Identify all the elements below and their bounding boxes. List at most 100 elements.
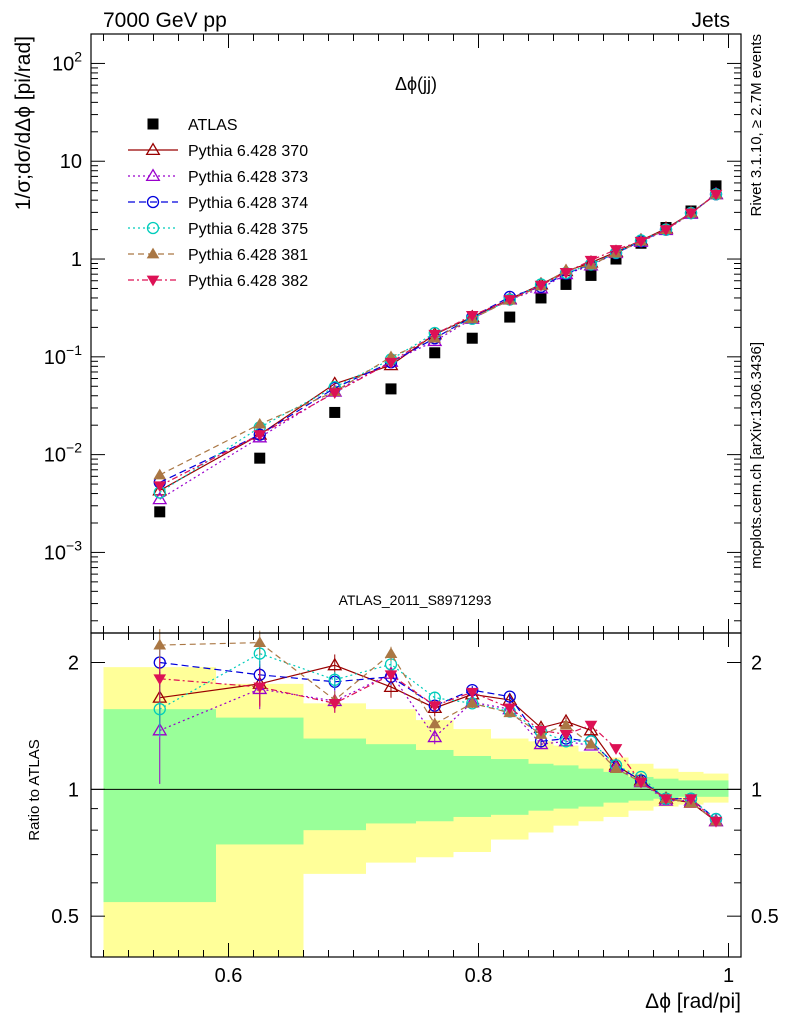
main-point-6-1 xyxy=(253,430,267,441)
ratio-point-4-8 xyxy=(559,718,573,730)
ratio-point-2-6 xyxy=(503,690,516,703)
ratio-point-5-8 xyxy=(559,730,573,741)
legend-entry-0: ATLAS xyxy=(147,117,238,134)
legend-entry-2: Pythia 6.428 373 xyxy=(128,168,308,186)
legend-label-2: Pythia 6.428 373 xyxy=(188,169,308,186)
main-point-0-7 xyxy=(535,292,547,304)
green-band-6 xyxy=(491,759,529,815)
legend-entry-6: Pythia 6.428 382 xyxy=(128,273,308,290)
green-band-4 xyxy=(416,749,454,822)
ratio-uncertainty-bands xyxy=(91,667,741,957)
main-point-6-13 xyxy=(684,208,698,220)
legend-label-4: Pythia 6.428 375 xyxy=(188,221,308,238)
ratio-series-line-1 xyxy=(159,673,717,822)
main-point-2-0 xyxy=(152,491,168,505)
ratio-point-0-3 xyxy=(383,679,399,692)
side-text-lower: mcplots.cern.ch [arXiv:1306.3436] xyxy=(748,342,765,569)
main-series-line-6 xyxy=(159,193,717,487)
ratio-ytick-label-left-1: 1 xyxy=(68,779,79,801)
green-band-14 xyxy=(703,780,729,797)
main-point-5-0 xyxy=(153,468,167,480)
ratio-ytick-label-right-0: 0.5 xyxy=(751,906,779,928)
ratio-point-1-7 xyxy=(533,736,549,750)
main-ytick-label-4: 10 xyxy=(60,151,82,173)
plot-label: Δϕ(jj) xyxy=(395,74,437,94)
main-point-1-0 xyxy=(152,482,168,496)
ratio-series-group xyxy=(152,629,724,828)
green-band-3 xyxy=(366,744,416,824)
ratio-point-5-12 xyxy=(659,794,673,806)
legend-marker-3 xyxy=(146,195,160,209)
main-point-5-1 xyxy=(253,417,267,429)
ratio-point-5-4 xyxy=(428,701,442,712)
legend-marker-2 xyxy=(145,168,161,182)
main-point-6-9 xyxy=(584,255,598,267)
main-ytick-label-5: 102 xyxy=(52,48,82,75)
main-series-line-5 xyxy=(159,193,717,476)
green-band-1 xyxy=(216,717,304,845)
ratio-point-5-6 xyxy=(503,703,517,715)
green-band-5 xyxy=(453,755,491,817)
main-point-0-1 xyxy=(254,452,266,464)
legend-entry-1: Pythia 6.428 370 xyxy=(128,142,308,160)
main-series-line-2 xyxy=(159,193,717,500)
main-point-0-8 xyxy=(560,278,572,290)
ratio-point-1-8 xyxy=(558,733,574,747)
green-band-7 xyxy=(528,763,554,811)
ratio-series-5 xyxy=(153,657,723,828)
ratio-point-5-0 xyxy=(153,674,167,686)
legend: ATLAS Pythia 6.428 370 Pythia 6.428 373 Pyt… xyxy=(128,117,308,290)
green-band-13 xyxy=(678,780,704,797)
main-point-6-7 xyxy=(534,280,548,292)
ratio-point-5-11 xyxy=(634,777,648,789)
main-point-6-14 xyxy=(709,189,723,201)
ratio-point-4-9 xyxy=(584,737,598,749)
main-ytick-label-3: 1 xyxy=(71,249,82,271)
legend-label-0: ATLAS xyxy=(188,117,238,134)
ratio-point-1-4 xyxy=(427,729,443,743)
ratio-point-3-2 xyxy=(328,673,341,686)
legend-label-3: Pythia 6.428 374 xyxy=(188,195,308,212)
main-point-6-6 xyxy=(503,295,517,306)
main-point-6-0 xyxy=(153,481,167,493)
ratio-point-4-10 xyxy=(609,762,623,774)
ratio-point-5-7 xyxy=(534,726,548,737)
ratio-point-5-9 xyxy=(584,720,598,732)
header-right: Jets xyxy=(691,9,730,32)
ratio-point-5-14 xyxy=(709,816,723,828)
ratio-point-3-0 xyxy=(153,702,166,716)
legend-marker-1 xyxy=(145,142,161,156)
ratio-point-5-5 xyxy=(465,687,479,699)
green-band-9 xyxy=(578,768,604,807)
legend-label-1: Pythia 6.428 370 xyxy=(188,143,308,160)
main-point-6-2 xyxy=(328,388,342,400)
main-point-0-2 xyxy=(329,406,341,418)
ratio-ytick-label-right-1: 1 xyxy=(751,779,762,801)
main-ytick-label-1: 10−2 xyxy=(44,440,82,467)
ratio-panel-frame xyxy=(90,632,742,958)
legend-entry-4: Pythia 6.428 375 xyxy=(128,221,308,238)
ratio-ylabel: Ratio to ATLAS xyxy=(26,739,43,840)
ratio-point-5-3 xyxy=(384,670,398,682)
x-tick-label-2: 1 xyxy=(723,965,734,987)
green-band-11 xyxy=(628,776,654,801)
main-series-group xyxy=(152,180,724,518)
main-point-6-10 xyxy=(609,245,623,256)
green-band-2 xyxy=(303,738,366,831)
main-point-0-5 xyxy=(466,332,478,344)
main-point-0-9 xyxy=(585,269,597,281)
x-tick-label-1: 0.8 xyxy=(465,965,493,987)
ratio-series-line-5 xyxy=(159,674,717,822)
legend-marker-5 xyxy=(146,247,160,259)
legend-marker-0 xyxy=(147,118,159,130)
watermark: ATLAS_2011_S8971293 xyxy=(339,592,492,608)
legend-entry-5: Pythia 6.428 381 xyxy=(128,247,308,264)
legend-label-5: Pythia 6.428 381 xyxy=(188,247,308,264)
main-point-0-3 xyxy=(385,383,397,395)
green-band-10 xyxy=(603,771,629,803)
main-ytick-label-0: 10−3 xyxy=(44,537,82,564)
ratio-point-4-1 xyxy=(253,636,267,647)
ratio-point-4-5 xyxy=(465,697,479,708)
ratio-point-5-1 xyxy=(253,682,267,694)
ratio-ytick-label-left-2: 2 xyxy=(68,653,79,675)
